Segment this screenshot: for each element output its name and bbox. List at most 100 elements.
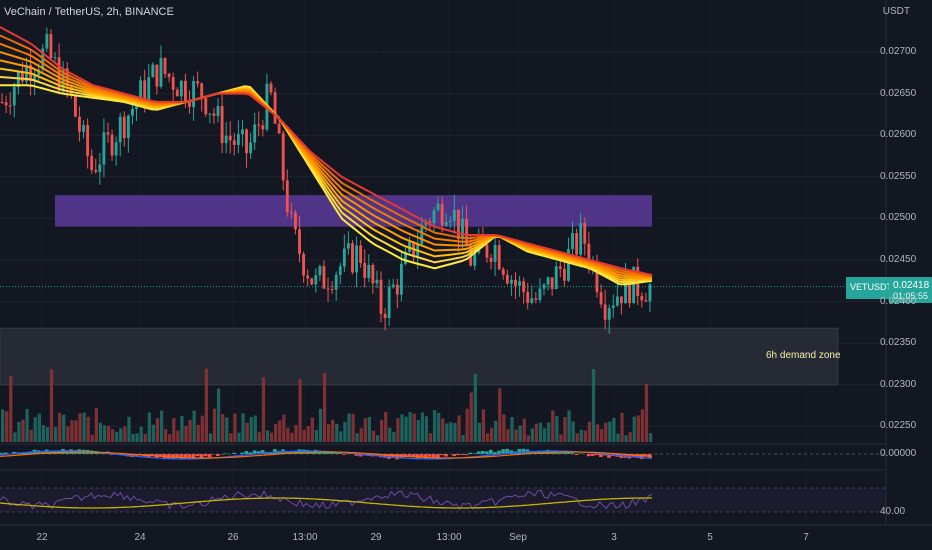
volume-bar (563, 416, 567, 442)
volume-bar (269, 432, 274, 442)
histogram-bar (594, 454, 599, 456)
volume-bar (514, 429, 518, 442)
candle-body (599, 292, 603, 305)
histogram-bar (476, 451, 481, 454)
volume-bar (221, 413, 225, 442)
volume-bar (375, 435, 380, 442)
candle-body (567, 249, 570, 281)
histogram-bar (562, 451, 567, 454)
volume-bar (547, 422, 551, 442)
candle-body (0, 101, 4, 103)
histogram-bar (501, 449, 505, 454)
candle-body (167, 73, 171, 78)
candle-body (440, 203, 444, 226)
candle-body (550, 277, 554, 289)
candle-body (245, 129, 248, 154)
volume-bar (135, 433, 139, 442)
candle-body (90, 155, 94, 170)
volume-bar (538, 422, 543, 442)
candle-body (448, 220, 452, 223)
histogram-bar (464, 454, 469, 456)
candle-body (16, 71, 20, 88)
histogram-bar (24, 452, 29, 454)
histogram-bar (383, 454, 387, 458)
volume-bar (70, 420, 74, 442)
volume-bar (29, 429, 33, 442)
histogram-bar (346, 453, 351, 454)
histogram-bar (570, 452, 575, 454)
volume-bar (139, 426, 143, 442)
volume-bar (17, 421, 21, 442)
volume-bar (237, 432, 241, 442)
candle-body (603, 304, 607, 320)
candle-body (465, 218, 469, 246)
oscillator-zero-label: 0.00000 (880, 448, 917, 459)
candle-body (505, 274, 509, 284)
candle-body (86, 125, 90, 156)
volume-bar (200, 415, 204, 442)
candle-body (346, 243, 350, 249)
volume-bar (432, 410, 437, 442)
price-tick-label: 0.02450 (880, 254, 917, 265)
histogram-bar (358, 454, 363, 457)
rsi-line (0, 489, 653, 511)
candle-body (351, 243, 354, 273)
histogram-bar (586, 454, 591, 457)
candle-body (241, 129, 244, 135)
candle-body (371, 264, 375, 284)
histogram-bar (635, 454, 640, 458)
histogram-bar (489, 449, 493, 454)
candle-body (8, 105, 12, 107)
volume-bar (420, 412, 424, 442)
volume-bar (204, 368, 209, 442)
candle-body (49, 34, 53, 59)
volume-bar (331, 419, 335, 442)
volume-bar (343, 421, 347, 442)
candle-body (452, 209, 456, 221)
candle-body (355, 245, 358, 273)
histogram-bar (273, 449, 277, 454)
histogram-bar (175, 454, 179, 458)
volume-bar (241, 413, 245, 442)
volume-bar (620, 412, 624, 442)
volume-bar (33, 417, 37, 442)
candle-body (595, 261, 599, 293)
histogram-bar (199, 454, 204, 459)
histogram-bar (215, 454, 220, 456)
histogram-bar (179, 454, 183, 460)
histogram-bar (150, 454, 155, 456)
volume-bar (473, 373, 477, 442)
candle-body (20, 71, 24, 82)
volume-bar (294, 424, 298, 442)
volume-bar (98, 422, 103, 442)
candle-body (334, 274, 338, 290)
histogram-bar (509, 450, 514, 454)
histogram-bar (0, 452, 4, 454)
volume-bar (147, 412, 151, 442)
candle-body (196, 81, 200, 84)
candle-body (383, 313, 387, 318)
candle-body (485, 244, 489, 258)
volume-bar (412, 413, 416, 442)
volume-bar (327, 424, 331, 442)
volume-bar (449, 422, 453, 442)
volume-bar (168, 434, 172, 442)
candle-body (534, 298, 538, 300)
volume-bar (367, 417, 372, 442)
time-tick-label: 7 (803, 532, 809, 543)
histogram-bar (472, 453, 477, 454)
candle-body (387, 287, 391, 318)
candle-body (200, 83, 204, 99)
volume-bar (534, 423, 539, 442)
candle-body (632, 266, 636, 304)
volume-bar (453, 422, 457, 442)
volume-bar (363, 418, 367, 442)
volume-bar (159, 410, 164, 442)
candle-body (624, 272, 627, 304)
volume-bar (494, 420, 498, 442)
volume-bar (477, 422, 482, 442)
ma-ribbon-line (0, 84, 653, 286)
histogram-bar (505, 448, 509, 454)
histogram-bar (537, 450, 542, 454)
